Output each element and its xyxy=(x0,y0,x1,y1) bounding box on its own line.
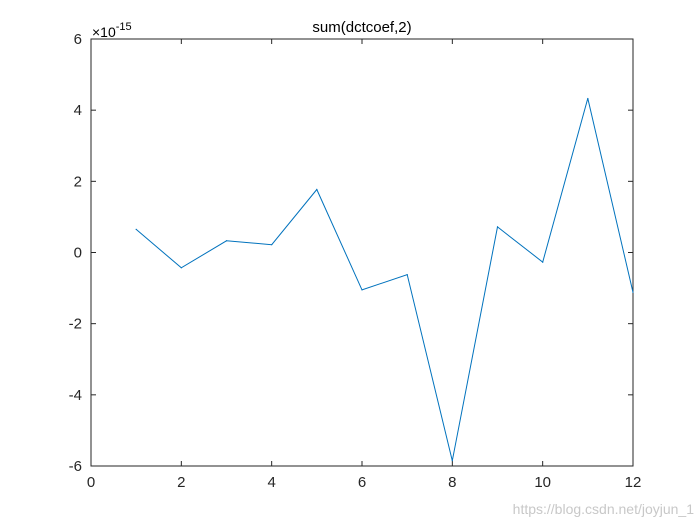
y-tick-label: 2 xyxy=(74,173,82,190)
data-point xyxy=(542,261,544,263)
watermark: https://blog.csdn.net/joyjun_1 xyxy=(512,501,694,517)
chart-title: sum(dctcoef,2) xyxy=(312,19,411,36)
y-tick-label: 0 xyxy=(74,245,82,262)
y-tick-label: -4 xyxy=(69,387,82,404)
data-point xyxy=(496,226,499,228)
y-exponent-base: ×10 xyxy=(92,24,116,40)
data-point xyxy=(361,289,363,291)
x-tick-label: 4 xyxy=(267,474,275,491)
x-tick-label: 10 xyxy=(534,474,551,491)
data-point xyxy=(271,244,273,246)
x-tick-label: 12 xyxy=(625,474,642,491)
data-point xyxy=(451,460,453,462)
y-exponent-label: ×10-15 xyxy=(92,21,132,40)
x-tick-label: 2 xyxy=(177,474,185,491)
x-tick-label: 0 xyxy=(87,474,95,491)
data-point xyxy=(225,240,228,242)
series-line xyxy=(135,98,634,461)
data-point xyxy=(180,267,182,269)
data-point xyxy=(587,97,589,100)
data-point xyxy=(406,273,408,276)
y-tick-label: 4 xyxy=(74,102,82,119)
data-point xyxy=(135,228,137,230)
plot-area: 0 2 4 6 8 10 12 -6 -4 -2 0 2 4 6 xyxy=(69,31,642,491)
y-tick-label: -2 xyxy=(69,316,82,333)
y-tick-label: -6 xyxy=(69,458,82,475)
y-exponent-power: -15 xyxy=(116,21,132,33)
axes-box xyxy=(90,38,634,467)
x-tick-label: 8 xyxy=(448,474,456,491)
data-point xyxy=(316,188,318,191)
y-tick-label: 6 xyxy=(74,31,82,48)
data-point xyxy=(632,291,634,293)
x-tick-label: 6 xyxy=(358,474,366,491)
